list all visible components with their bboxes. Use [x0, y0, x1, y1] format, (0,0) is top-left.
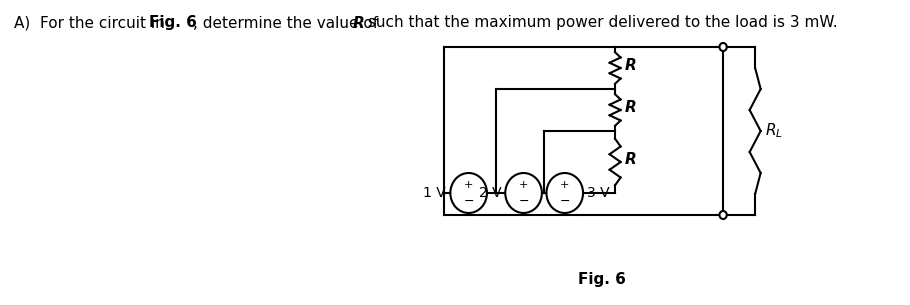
Text: , determine the value of: , determine the value of [193, 16, 383, 30]
Circle shape [720, 211, 727, 219]
Text: R: R [624, 152, 636, 167]
Text: R: R [352, 16, 364, 30]
Text: R: R [624, 99, 636, 114]
Text: +: + [464, 180, 473, 190]
Circle shape [720, 43, 727, 51]
Text: 2 V: 2 V [479, 186, 501, 200]
Text: +: + [519, 180, 529, 190]
Text: +: + [560, 180, 570, 190]
Text: such that the maximum power delivered to the load is 3 mW.: such that the maximum power delivered to… [363, 16, 838, 30]
Text: A)  For the circuit in: A) For the circuit in [14, 16, 169, 30]
Text: R: R [624, 58, 636, 73]
Text: −: − [519, 195, 529, 207]
Text: 1 V: 1 V [423, 186, 446, 200]
Text: Fig. 6: Fig. 6 [578, 272, 626, 287]
Text: 3 V: 3 V [587, 186, 610, 200]
Text: −: − [463, 195, 474, 207]
Text: Fig. 6: Fig. 6 [149, 16, 197, 30]
Text: −: − [560, 195, 570, 207]
Text: $R_L$: $R_L$ [765, 122, 784, 140]
